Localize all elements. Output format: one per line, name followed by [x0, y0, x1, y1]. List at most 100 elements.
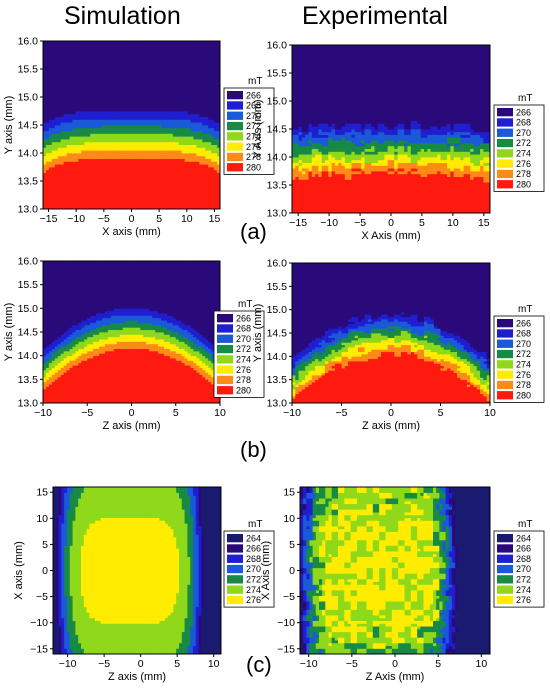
heatmap-cell — [305, 205, 309, 208]
heatmap-cell — [338, 157, 342, 160]
heatmap-cell — [348, 132, 352, 135]
heatmap-cell — [199, 58, 202, 61]
heatmap-cell — [302, 199, 306, 202]
heatmap-cell — [132, 156, 135, 159]
heatmap-cell — [332, 207, 336, 210]
heatmap-cell — [152, 72, 155, 75]
heatmap-cell — [328, 151, 332, 154]
heatmap-cell — [146, 159, 149, 162]
heatmap-cell — [105, 195, 108, 198]
heatmap-cell — [64, 97, 67, 100]
heatmap-cell — [214, 167, 217, 170]
heatmap-cell — [70, 61, 73, 64]
heatmap-cell — [179, 75, 182, 78]
heatmap-cell — [312, 168, 316, 171]
heatmap-cell — [318, 191, 322, 194]
heatmap-cell — [351, 205, 355, 208]
heatmap-cell — [292, 165, 296, 168]
heatmap-cell — [137, 195, 140, 198]
heatmap-cell — [158, 153, 161, 156]
heatmap-cell — [176, 175, 179, 178]
heatmap-cell — [73, 133, 76, 136]
heatmap-cell — [52, 131, 55, 134]
heatmap-cell — [70, 189, 73, 192]
heatmap-cell — [335, 70, 339, 73]
heatmap-cell — [81, 187, 84, 190]
heatmap-cell — [90, 47, 93, 50]
heatmap-cell — [208, 178, 211, 181]
heatmap-cell — [158, 142, 161, 145]
heatmap-cell — [81, 119, 84, 122]
heatmap-cell — [137, 72, 140, 75]
heatmap-cell — [358, 79, 362, 82]
heatmap-cell — [132, 184, 135, 187]
heatmap-cell — [167, 94, 170, 97]
heatmap-cell — [318, 76, 322, 79]
heatmap-cell — [114, 201, 117, 204]
heatmap-cell — [191, 201, 194, 204]
heatmap-cell — [99, 75, 102, 78]
heatmap-cell — [155, 122, 158, 125]
heatmap-cell — [75, 47, 78, 50]
heatmap-cell — [305, 123, 309, 126]
heatmap-cell — [120, 80, 123, 83]
heatmap-cell — [126, 108, 129, 111]
heatmap-cell — [312, 140, 316, 143]
heatmap-cell — [325, 79, 329, 82]
heatmap-cell — [96, 136, 99, 139]
heatmap-cell — [185, 167, 188, 170]
heatmap-cell — [46, 97, 49, 100]
heatmap-cell — [155, 145, 158, 148]
heatmap-cell — [318, 93, 322, 96]
heatmap-cell — [205, 122, 208, 125]
heatmap-cell — [335, 76, 339, 79]
heatmap-cell — [309, 107, 313, 110]
heatmap-cell — [318, 137, 322, 140]
heatmap-cell — [170, 97, 173, 100]
heatmap-cell — [196, 91, 199, 94]
heatmap-cell — [205, 80, 208, 83]
heatmap-cell — [348, 48, 352, 51]
heatmap-cell — [111, 97, 114, 100]
heatmap-cell — [137, 150, 140, 153]
heatmap-cell — [302, 101, 306, 104]
heatmap-cell — [193, 125, 196, 128]
heatmap-cell — [348, 93, 352, 96]
heatmap-cell — [355, 123, 359, 126]
heatmap-cell — [137, 94, 140, 97]
heatmap-cell — [309, 51, 313, 54]
heatmap-cell — [292, 174, 296, 177]
heatmap-cell — [108, 94, 111, 97]
heatmap-cell — [111, 145, 114, 148]
heatmap-cell — [64, 47, 67, 50]
heatmap-cell — [52, 181, 55, 184]
heatmap-cell — [87, 108, 90, 111]
heatmap-cell — [134, 161, 137, 164]
heatmap-cell — [158, 167, 161, 170]
heatmap-cell — [355, 62, 359, 65]
heatmap-cell — [84, 72, 87, 75]
heatmap-cell — [185, 55, 188, 58]
heatmap-cell — [328, 174, 332, 177]
heatmap-cell — [208, 156, 211, 159]
heatmap-cell — [137, 89, 140, 92]
heatmap-cell — [305, 98, 309, 101]
heatmap-cell — [351, 121, 355, 124]
heatmap-cell — [167, 170, 170, 173]
heatmap-cell — [202, 55, 205, 58]
heatmap-cell — [114, 119, 117, 122]
heatmap-cell — [196, 203, 199, 206]
heatmap-cell — [146, 131, 149, 134]
heatmap-cell — [114, 89, 117, 92]
heatmap-cell — [176, 44, 179, 47]
heatmap-cell — [173, 52, 176, 55]
heatmap-cell — [305, 151, 309, 154]
heatmap-cell — [202, 47, 205, 50]
heatmap-cell — [102, 164, 105, 167]
heatmap-cell — [84, 192, 87, 195]
heatmap-cell — [191, 94, 194, 97]
heatmap-cell — [348, 90, 352, 93]
heatmap-cell — [158, 91, 161, 94]
heatmap-cell — [211, 77, 214, 80]
heatmap-cell — [55, 192, 58, 195]
